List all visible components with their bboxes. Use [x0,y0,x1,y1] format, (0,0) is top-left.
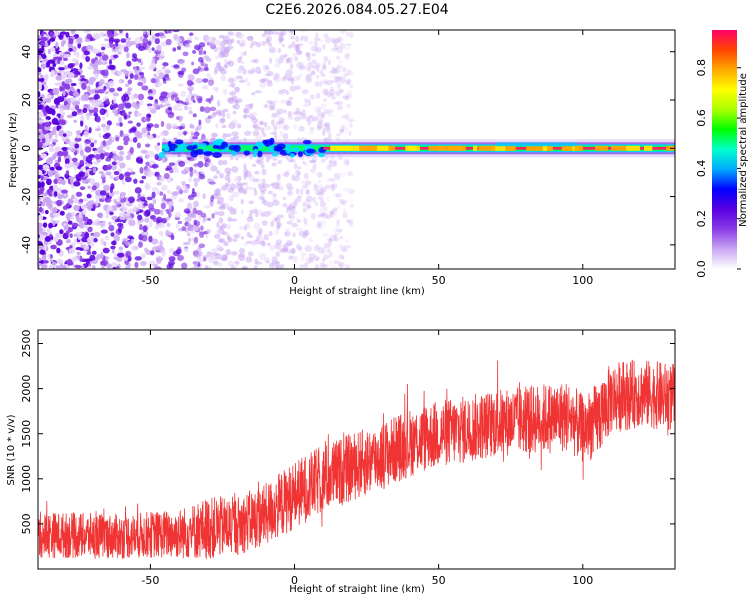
spectrogram-panel: -50 0 50 100 -40 -20 0 20 40 Height of straight… [8,29,676,297]
snr-x-tick-label: 0 [291,574,298,587]
colorbar-tick-label: 0.2 [695,210,708,228]
colorbar-tick-label: 0.6 [695,109,708,127]
snr-y-tick-label: 1000 [20,465,33,493]
colorbar-label: Normalized spectral amplitude [738,73,749,227]
snr-y-tick-label: 2000 [20,375,33,403]
spectrogram-y-tick-label: -20 [20,188,33,206]
snr-y-label: SNR (10 * v/v) [6,414,17,485]
snr-x-label: Height of straight line (km) [289,584,425,595]
spectrogram-x-tick-label: -50 [141,274,159,287]
snr-y-tick-label: 500 [20,513,33,534]
snr-frame [37,329,676,570]
spectrogram-y-tick-label: 40 [20,45,33,59]
spectrogram-y-tick-label: 20 [20,93,33,107]
figure-title: C2E6.2026.084.05.27.E04 [265,2,448,18]
snr-y-tick-label: 1500 [20,420,33,448]
colorbar-tick-label: 0.0 [695,260,708,278]
snr-y-tick-label: 2500 [20,330,33,358]
spectrogram-y-tick-label: 0 [20,145,33,152]
snr-series-line [38,359,675,560]
spectrogram-x-tick-label: 50 [432,274,446,287]
spectrogram-image [38,30,675,269]
spectrogram-frame [37,29,676,270]
spectrogram-x-tick-label: 100 [572,274,593,287]
colorbar: 0.0 0.2 0.4 0.6 0.8 Normalized spectral ampl… [695,30,749,278]
colorbar-gradient [712,30,737,269]
spectrogram-x-label: Height of straight line (km) [289,286,425,297]
spectrogram-x-tick-label: 0 [291,274,298,287]
colorbar-tick-label: 0.4 [695,160,708,178]
snr-panel: -50 0 50 100 500 1000 1500 2000 2500 Height of … [6,329,676,595]
spectrogram-y-tick-label: -40 [20,236,33,254]
snr-x-tick-label: 100 [572,574,593,587]
spectrogram-y-label: Frequency (Hz) [8,112,19,188]
snr-x-tick-label: 50 [432,574,446,587]
colorbar-tick-label: 0.8 [695,59,708,77]
snr-x-tick-label: -50 [141,574,159,587]
